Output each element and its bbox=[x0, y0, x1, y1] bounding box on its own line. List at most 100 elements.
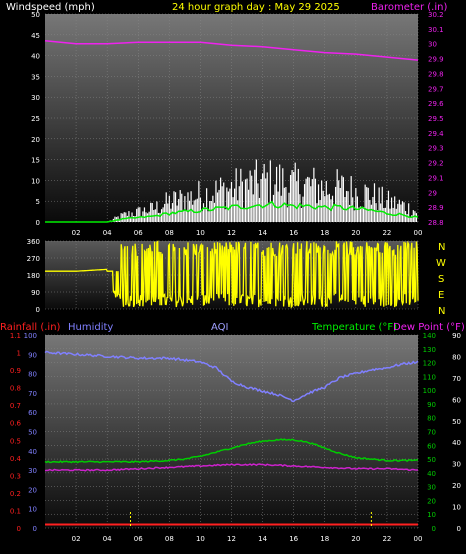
aqi-tick: 40 bbox=[452, 439, 461, 447]
rainfall-tick: 0.2 bbox=[10, 490, 21, 498]
humidity-tick: 90 bbox=[28, 351, 37, 359]
barometer-tick: 29.2 bbox=[428, 160, 444, 168]
windspeed-tick: 35 bbox=[31, 73, 40, 81]
direction-tick: 0 bbox=[36, 306, 40, 314]
temperature-x-tick: 18 bbox=[320, 535, 329, 543]
barometer-tick: 29.6 bbox=[428, 100, 444, 108]
rainfall-tick: 0.3 bbox=[10, 472, 21, 480]
temperature-x-tick: 10 bbox=[196, 535, 205, 543]
compass-n-top: N bbox=[438, 242, 445, 253]
wind-x-tick: 18 bbox=[320, 229, 329, 237]
barometer-tick: 28.9 bbox=[428, 204, 444, 212]
aqi-tick: 20 bbox=[452, 482, 461, 490]
humidity-tick: 0 bbox=[33, 525, 37, 533]
windspeed-tick: 10 bbox=[31, 177, 40, 185]
temperature-x-tick: 08 bbox=[165, 535, 174, 543]
temperature-x-tick: 22 bbox=[382, 535, 391, 543]
windspeed-tick: 40 bbox=[31, 53, 40, 61]
temperature-x-tick: 02 bbox=[72, 535, 81, 543]
temperature-tick: 20 bbox=[427, 497, 436, 505]
rainfall-tick: 0.5 bbox=[10, 437, 21, 445]
humidity-axis-label: Humidity bbox=[68, 322, 113, 333]
rainfall-tick: 1 bbox=[17, 350, 21, 358]
aqi-tick: 90 bbox=[452, 332, 461, 340]
dewpoint-axis-label: Dew Point (°F) bbox=[393, 322, 465, 333]
rainfall-axis-ticks: 0 0.1 0.2 0.3 0.4 0.5 0.6 0.7 0.8 0.9 1 1.1 bbox=[10, 332, 22, 533]
barometer-tick: 29.8 bbox=[428, 70, 444, 78]
wind-x-tick: 00 bbox=[414, 229, 423, 237]
barometer-line bbox=[44, 39, 419, 61]
rainfall-tick: 0.1 bbox=[10, 507, 21, 515]
barometer-tick: 28.8 bbox=[428, 219, 444, 227]
aqi-tick: 30 bbox=[452, 461, 461, 469]
temperature-tick: 60 bbox=[427, 442, 436, 450]
temperature-tick: 0 bbox=[432, 525, 436, 533]
temperature-axis-label: Temperature (°F) bbox=[311, 322, 397, 333]
temperature-line bbox=[44, 438, 419, 464]
temperature-humidity-lines bbox=[44, 350, 419, 526]
chart-title: 24 hour graph day : May 29 2025 bbox=[172, 2, 340, 13]
wind-x-tick: 06 bbox=[134, 229, 143, 237]
temperature-x-tick: 20 bbox=[351, 535, 360, 543]
aqi-axis-label: AQI bbox=[211, 322, 229, 333]
barometer-tick: 30 bbox=[428, 41, 437, 49]
direction-tick: 90 bbox=[31, 289, 40, 297]
temperature-x-ticks: 02 04 06 08 10 12 14 16 18 20 22 00 bbox=[72, 535, 423, 543]
wind-x-tick: 14 bbox=[258, 229, 267, 237]
temperature-tick: 120 bbox=[423, 360, 436, 368]
temperature-x-tick: 16 bbox=[289, 535, 298, 543]
temperature-tick: 90 bbox=[427, 401, 436, 409]
wind-x-tick: 12 bbox=[227, 229, 236, 237]
temperature-tick: 100 bbox=[423, 387, 436, 395]
rainfall-tick: 0.4 bbox=[10, 455, 22, 463]
barometer-tick: 30.1 bbox=[428, 26, 444, 34]
temperature-tick: 140 bbox=[423, 332, 436, 340]
temperature-x-tick: 14 bbox=[258, 535, 267, 543]
windspeed-tick: 0 bbox=[36, 219, 40, 227]
barometer-tick: 29.1 bbox=[428, 174, 444, 182]
aqi-tick: 10 bbox=[452, 504, 461, 512]
temperature-tick: 80 bbox=[427, 415, 436, 423]
humidity-tick: 100 bbox=[24, 332, 37, 340]
windspeed-tick: 20 bbox=[31, 136, 40, 144]
barometer-tick: 29.4 bbox=[428, 130, 444, 138]
humidity-tick: 60 bbox=[28, 409, 37, 417]
barometer-line bbox=[44, 39, 419, 61]
compass-w: W bbox=[436, 258, 446, 269]
direction-trace bbox=[45, 240, 419, 309]
wind-average bbox=[45, 200, 419, 223]
aqi-tick: 0 bbox=[457, 525, 461, 533]
temperature-tick: 70 bbox=[427, 429, 436, 437]
wind-x-tick: 22 bbox=[382, 229, 391, 237]
wind-x-tick: 20 bbox=[351, 229, 360, 237]
direction-tick: 180 bbox=[27, 272, 40, 280]
compass-s: S bbox=[438, 274, 444, 285]
humidity-tick: 50 bbox=[28, 429, 37, 437]
wind-x-tick: 02 bbox=[72, 229, 81, 237]
windspeed-axis-label: Windspeed (mph) bbox=[6, 2, 95, 13]
wind-x-tick: 16 bbox=[289, 229, 298, 237]
direction-line bbox=[45, 240, 419, 309]
dewpoint-line bbox=[44, 463, 418, 472]
temperature-x-tick: 04 bbox=[103, 535, 112, 543]
compass-n-bottom: N bbox=[438, 306, 445, 317]
barometer-tick: 29.7 bbox=[428, 85, 444, 93]
temperature-gridlines bbox=[45, 334, 419, 529]
rainfall-tick: 0.9 bbox=[10, 367, 21, 375]
temperature-x-tick: 12 bbox=[227, 535, 236, 543]
temperature-tick: 130 bbox=[423, 346, 436, 354]
windspeed-bars bbox=[109, 159, 418, 222]
barometer-tick: 29 bbox=[428, 189, 437, 197]
windspeed-ticks: 0 5 10 15 20 25 30 35 40 45 50 bbox=[31, 11, 40, 227]
windspeed-tick: 45 bbox=[31, 32, 40, 40]
humidity-tick: 40 bbox=[28, 448, 37, 456]
humidity-tick: 20 bbox=[28, 486, 37, 494]
windspeed-tick: 30 bbox=[31, 94, 40, 102]
temperature-x-tick: 00 bbox=[414, 535, 423, 543]
compass-labels: N W S E N bbox=[436, 242, 446, 317]
humidity-tick: 80 bbox=[28, 371, 37, 379]
aqi-axis-ticks: 0 10 20 30 40 50 60 70 80 90 bbox=[452, 332, 461, 533]
windspeed-tick: 5 bbox=[36, 198, 40, 206]
temperature-tick: 40 bbox=[427, 470, 436, 478]
rainfall-axis-label: Rainfall (.in) bbox=[0, 322, 61, 333]
